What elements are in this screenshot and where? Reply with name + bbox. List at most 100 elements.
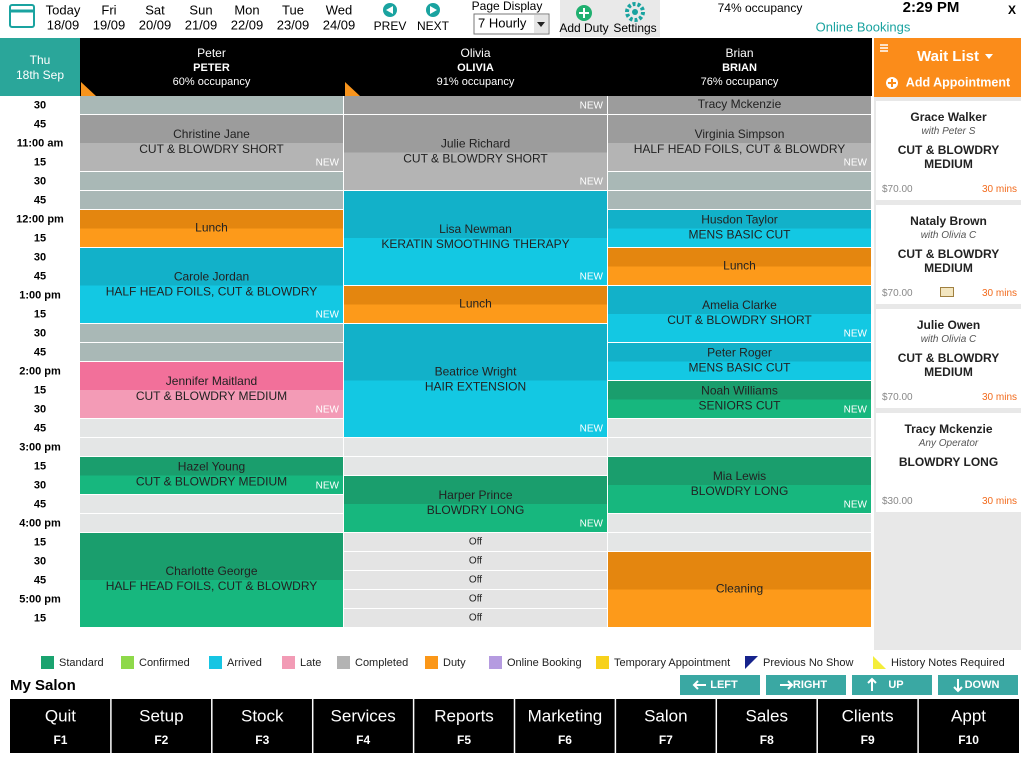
nav-button[interactable] (680, 675, 760, 695)
function-key[interactable] (918, 699, 1019, 753)
add-duty-icon (579, 8, 589, 18)
service: BLOWDRY LONG (427, 503, 525, 517)
empty-slot[interactable] (80, 191, 343, 209)
operator: with Olivia C (920, 334, 977, 345)
empty-slot[interactable] (608, 419, 871, 437)
page-display-select[interactable] (473, 13, 550, 35)
day-name[interactable]: Sun (189, 2, 212, 17)
function-key[interactable] (413, 699, 515, 753)
legend-swatch[interactable] (337, 656, 350, 669)
nav-arrow (953, 679, 963, 693)
day-name[interactable]: Fri (101, 2, 116, 17)
dropdown-icon[interactable] (985, 54, 993, 59)
appointment-top (80, 210, 343, 229)
settings[interactable]: Settings (613, 21, 656, 35)
empty-slot[interactable] (608, 172, 871, 190)
day-name[interactable]: Sat (145, 2, 165, 17)
next[interactable]: NEXT (417, 19, 450, 33)
empty-slot[interactable] (608, 191, 871, 209)
wait-list-title[interactable]: Wait List (917, 48, 979, 65)
empty-slot[interactable] (80, 96, 343, 114)
note-flag (345, 82, 360, 96)
function-key[interactable] (312, 699, 414, 753)
time-label: 15 (34, 156, 46, 168)
function-key-code: F7 (659, 733, 673, 747)
time-label: 4:00 pm (19, 517, 61, 529)
staff-name[interactable]: Olivia (460, 46, 490, 60)
empty-slot[interactable] (608, 438, 871, 456)
empty-slot[interactable] (80, 419, 343, 437)
client-name: Lunch (195, 221, 228, 235)
day-date[interactable]: 21/09 (185, 17, 218, 32)
legend-marker[interactable] (873, 656, 886, 669)
day-date[interactable]: 19/09 (93, 17, 126, 32)
day-name[interactable]: Mon (234, 2, 259, 17)
off-label: Off (469, 556, 482, 567)
add-duty[interactable]: Add Duty (559, 21, 608, 35)
wait-card[interactable]: Grace Walker with Peter S CUT & BLOWDRY ME… (876, 101, 1021, 200)
day-date[interactable]: 23/09 (277, 17, 310, 32)
legend-swatch[interactable] (121, 656, 134, 669)
online-bookings[interactable]: Online Bookings (816, 19, 911, 34)
day-name[interactable]: Tue (282, 2, 304, 17)
empty-slot[interactable] (80, 514, 343, 532)
empty-slot[interactable] (608, 514, 871, 532)
function-label: Appt (951, 706, 986, 725)
day-name[interactable]: Today (46, 2, 81, 17)
settings-icon[interactable] (625, 2, 645, 22)
menu-icon[interactable] (880, 44, 888, 52)
function-key[interactable] (615, 699, 717, 753)
staff-name[interactable]: Peter (197, 46, 226, 60)
empty-slot[interactable] (80, 495, 343, 513)
empty-slot[interactable] (80, 324, 343, 342)
legend-swatch[interactable] (596, 656, 609, 669)
legend-label: Previous No Show (763, 657, 854, 669)
legend-swatch[interactable] (209, 656, 222, 669)
function-key[interactable] (10, 699, 111, 753)
empty-slot[interactable] (344, 457, 607, 475)
day-date[interactable]: 18/09 (47, 17, 80, 32)
prev[interactable]: PREV (374, 19, 407, 33)
wait-card[interactable]: Julie Owen with Olivia C CUT & BLOWDRY MED… (876, 309, 1021, 408)
calendar-icon[interactable] (9, 4, 35, 28)
close[interactable]: X (1008, 3, 1016, 17)
function-key[interactable] (716, 699, 818, 753)
day-date[interactable]: 20/09 (139, 17, 172, 32)
legend-swatch[interactable] (425, 656, 438, 669)
day-name[interactable]: Wed (326, 2, 353, 17)
duration: 30 mins (981, 496, 1017, 507)
empty-slot[interactable] (80, 438, 343, 456)
day-date[interactable]: 24/09 (323, 17, 356, 32)
wait-card[interactable]: Tracy Mckenzie Any Operator BLOWDRY LONG $3… (876, 413, 1021, 512)
time-label: 1:00 pm (19, 289, 61, 301)
operator: Any Operator (918, 438, 979, 449)
empty-slot[interactable] (344, 438, 607, 456)
empty-slot[interactable] (80, 343, 343, 361)
legend-swatch[interactable] (489, 656, 502, 669)
wait-card[interactable]: Nataly Brown with Olivia C CUT & BLOWDRY M… (876, 205, 1021, 304)
appointment-top (344, 115, 607, 153)
function-key[interactable] (110, 699, 212, 753)
function-key-code: F3 (255, 733, 269, 747)
legend-marker[interactable] (745, 656, 758, 669)
staff-code: OLIVIA (457, 62, 494, 74)
page-display-value[interactable]: 7 Hourly (478, 15, 527, 30)
client-name: Hazel Young (178, 460, 245, 474)
service: SENIORS CUT (698, 399, 781, 413)
empty-slot[interactable] (80, 172, 343, 190)
page-display-label: Page Display (472, 0, 543, 13)
function-key[interactable] (514, 699, 616, 753)
date: 18th Sep (16, 68, 64, 82)
legend-swatch[interactable] (41, 656, 54, 669)
function-label: Setup (139, 706, 183, 725)
day-date[interactable]: 22/09 (231, 17, 264, 32)
function-key[interactable] (211, 699, 313, 753)
add-appointment[interactable]: Add Appointment (906, 75, 1011, 89)
empty-slot[interactable] (608, 533, 871, 551)
nav-button[interactable] (766, 675, 846, 695)
legend-swatch[interactable] (282, 656, 295, 669)
function-key[interactable] (817, 699, 919, 753)
staff-name[interactable]: Brian (725, 46, 753, 60)
add-icon (888, 79, 896, 87)
